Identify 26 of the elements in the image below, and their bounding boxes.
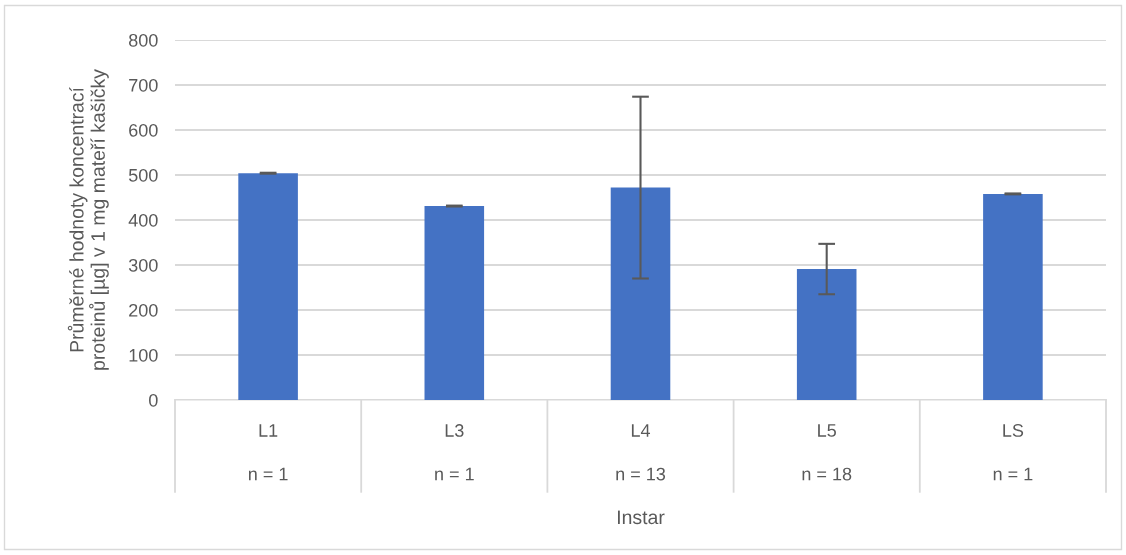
y-tick-label: 800 <box>129 33 158 47</box>
y-tick-label: 700 <box>129 78 158 92</box>
y-tick-label: 500 <box>128 168 158 182</box>
text: n = 1 <box>435 467 474 481</box>
bar <box>983 193 1043 400</box>
x-tick-label: L1 <box>259 424 278 437</box>
text: n = 13 <box>616 467 666 481</box>
x-tick-label: L3 <box>445 424 464 437</box>
y-axis-title: Průměrné hodnoty koncentrací proteinů [µg] v 1 mg mateří kašičky <box>67 69 109 370</box>
bar <box>238 173 298 400</box>
bar <box>610 187 671 400</box>
bar <box>424 206 485 400</box>
text: n = 18 <box>802 467 852 481</box>
y-tick-label: 300 <box>128 258 158 272</box>
y-tick-label: 100 <box>129 348 158 362</box>
y-tick-label: 0 <box>149 393 158 407</box>
y-tick-label: 600 <box>129 123 158 137</box>
x-tick-label: L5 <box>818 424 836 437</box>
y-tick-label: 400 <box>128 213 158 227</box>
text: n = 1 <box>993 467 1033 481</box>
bar <box>796 269 857 400</box>
y-tick-label: 200 <box>129 303 158 317</box>
text: n = 1 <box>248 467 288 481</box>
x-axis-title: Instar <box>617 510 665 525</box>
x-tick-label: L4 <box>631 424 651 437</box>
x-tick-label: LS <box>1003 424 1024 437</box>
